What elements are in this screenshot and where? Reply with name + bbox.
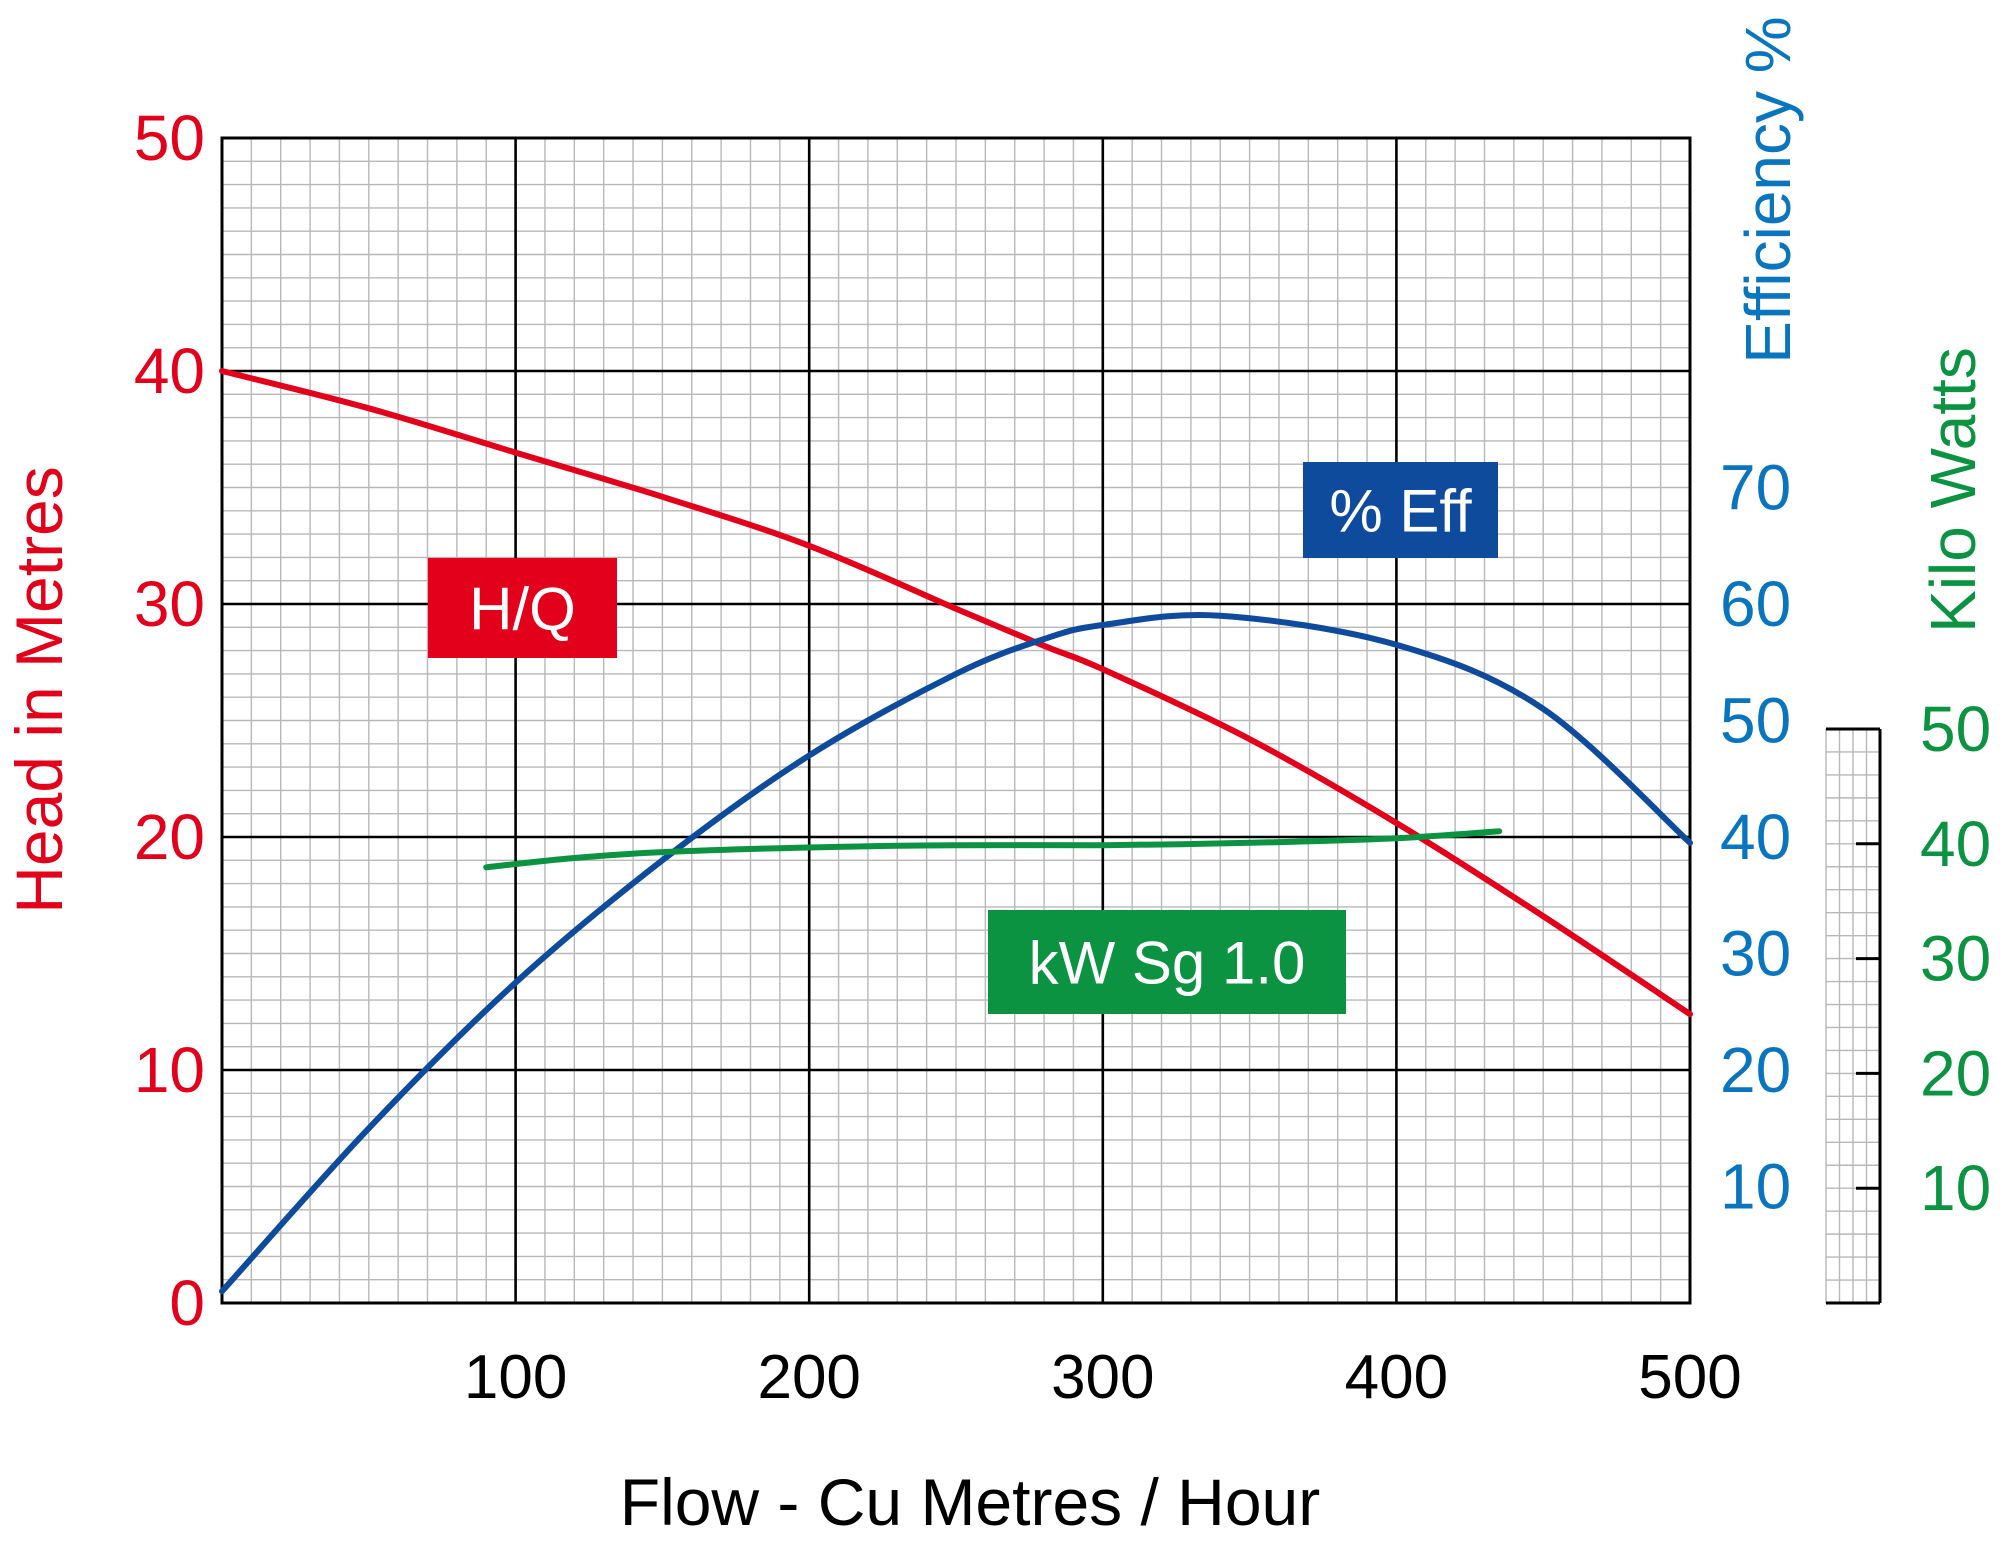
axis-titles: Flow - Cu Metres / Hour Head in Metres Eff… xyxy=(2,16,1989,1539)
head-tick-label: 30 xyxy=(134,568,205,640)
minor-grid xyxy=(221,137,1691,1304)
efficiency-label-box xyxy=(1303,462,1498,558)
hq-curve xyxy=(219,368,1693,1018)
kilowatt-tick-label: 20 xyxy=(1920,1037,1991,1109)
kilowatt-tick-label: 50 xyxy=(1920,693,1991,765)
efficiency-axis-title: Efficiency % xyxy=(1732,16,1804,363)
hq-label-text: H/Q xyxy=(469,576,576,643)
series-labels: H/Q % Eff kW Sg 1.0 xyxy=(428,462,1498,1014)
kilowatt-curve xyxy=(483,828,1503,871)
head-tick-label: 50 xyxy=(134,102,205,174)
head-tick-label: 40 xyxy=(134,335,205,407)
efficiency-tick-label: 20 xyxy=(1720,1034,1791,1106)
efficiency-tick-label: 10 xyxy=(1720,1151,1791,1223)
plot-border xyxy=(220,136,1692,1305)
x-axis-title: Flow - Cu Metres / Hour xyxy=(620,1465,1320,1539)
kilowatt-label-text: kW Sg 1.0 xyxy=(1029,930,1306,997)
major-grid xyxy=(222,138,1690,1303)
efficiency-tick-label: 50 xyxy=(1720,685,1791,757)
series-lines xyxy=(219,368,1693,1295)
kilowatt-label-box xyxy=(988,910,1346,1014)
head-axis-title: Head in Metres xyxy=(2,466,76,914)
x-tick-label: 400 xyxy=(1345,1343,1448,1412)
head-tick-label: 20 xyxy=(134,801,205,873)
kilowatt-minor-grid xyxy=(1825,728,1881,1304)
head-tick-label: 0 xyxy=(169,1267,205,1339)
efficiency-tick-label: 40 xyxy=(1720,801,1791,873)
kilowatt-tick-label: 10 xyxy=(1920,1152,1991,1224)
kilowatt-tick-label: 40 xyxy=(1920,808,1991,880)
plot-frames xyxy=(220,136,1882,1305)
efficiency-curve xyxy=(219,611,1693,1295)
efficiency-tick-label: 30 xyxy=(1720,918,1791,990)
x-tick-label: 100 xyxy=(464,1343,567,1412)
x-tick-label: 500 xyxy=(1638,1343,1741,1412)
hq-label-box xyxy=(428,558,617,658)
head-tick-label: 10 xyxy=(134,1034,205,1106)
x-tick-label: 300 xyxy=(1051,1343,1154,1412)
tick-labels: 100 200 300 400 500 0 10 20 30 40 50 10 20 30 40 50 60 70… xyxy=(134,102,1991,1412)
kilowatt-tick-label: 30 xyxy=(1920,923,1991,995)
kilowatt-axis-title: Kilo Watts xyxy=(1917,347,1989,633)
x-tick-label: 200 xyxy=(757,1343,860,1412)
efficiency-label-text: % Eff xyxy=(1329,478,1472,545)
efficiency-tick-label: 70 xyxy=(1720,452,1791,524)
efficiency-tick-label: 60 xyxy=(1720,568,1791,640)
